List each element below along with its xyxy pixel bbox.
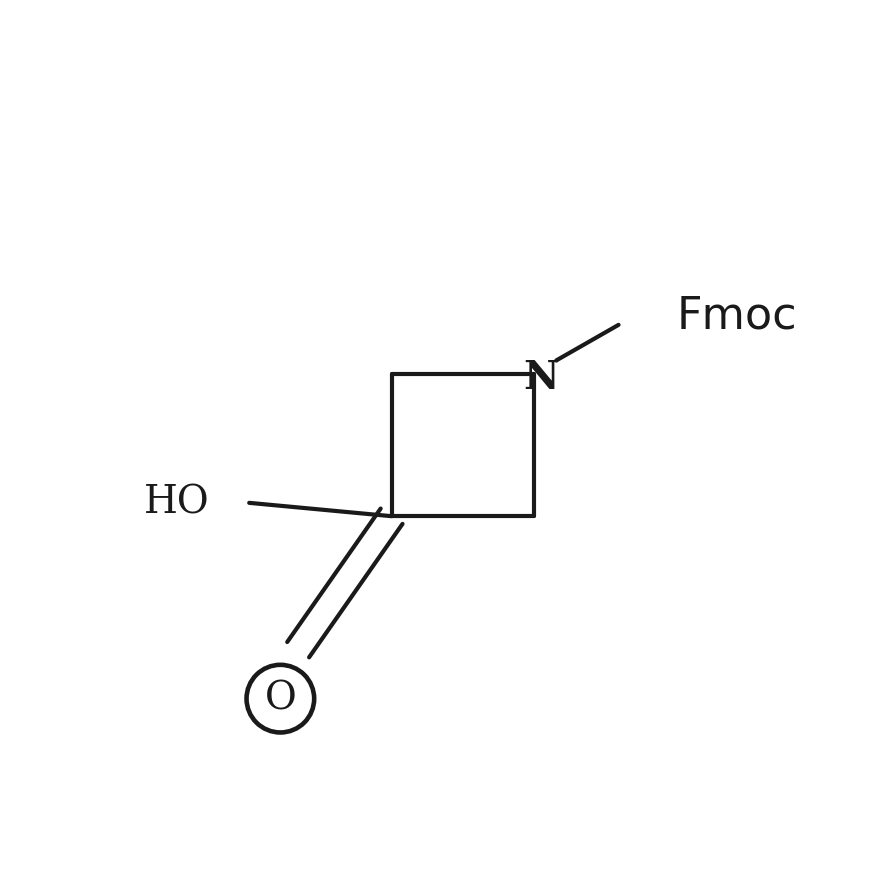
Text: HO: HO bbox=[143, 484, 209, 522]
Text: N: N bbox=[523, 360, 559, 397]
Text: O: O bbox=[264, 680, 296, 717]
Text: Fmoc: Fmoc bbox=[676, 295, 797, 337]
